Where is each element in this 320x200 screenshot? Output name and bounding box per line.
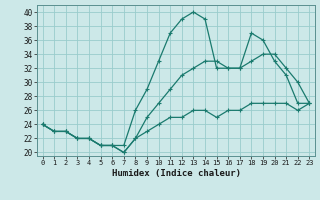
X-axis label: Humidex (Indice chaleur): Humidex (Indice chaleur) [111, 169, 241, 178]
